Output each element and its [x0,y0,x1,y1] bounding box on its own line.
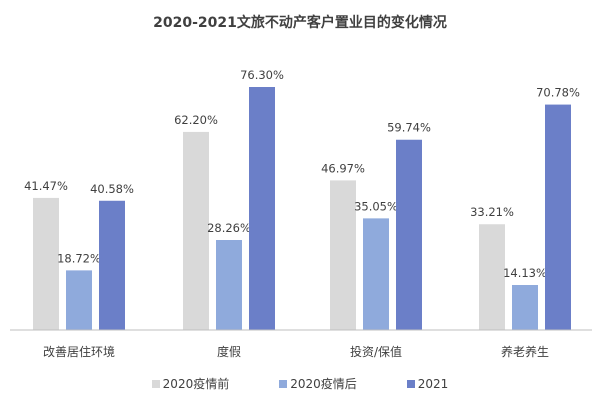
bar [66,270,92,330]
legend-item: 2020疫情前 [151,375,230,392]
bar [363,218,389,330]
data-label: 76.30% [240,68,284,82]
legend-item: 2021 [406,375,449,392]
data-label: 62.20% [174,113,218,127]
bar [33,197,59,330]
legend-item: 2020疫情后 [279,375,357,392]
bar [330,180,356,330]
data-label: 40.58% [90,182,134,196]
bar [396,139,422,330]
legend-swatch [406,379,415,388]
bar [183,131,209,330]
legend-label: 2020疫情后 [290,377,357,391]
bar-chart: 41.47% 18.72% 40.58% 改善居住环境 62.20% 28.26% 76.3… [10,68,592,359]
legend-swatch [279,379,288,388]
data-label: 41.47% [24,179,68,193]
data-label: 70.78% [536,86,580,100]
category-label: 投资/保值 [350,344,402,359]
data-label: 35.05% [354,199,398,213]
legend-label: 2021 [417,376,449,391]
bar [249,87,275,330]
legend-swatch [151,379,160,388]
data-label: 14.13% [503,266,547,280]
data-label: 28.26% [207,221,251,235]
legend-label: 2020疫情前 [162,377,230,391]
bar [216,239,242,330]
data-label: 46.97% [321,161,365,175]
data-label: 59.74% [387,121,431,135]
data-label: 18.72% [57,251,101,265]
bar [512,284,538,330]
category-label: 养老养生 [501,344,549,359]
bar [479,224,505,330]
category-label: 度假 [217,344,241,359]
chart-title: 2020-2021文旅不动产客户置业目的变化情况 [153,15,447,31]
category-label: 改善居住环境 [43,344,115,359]
bar [99,200,125,330]
legend: 2020疫情前 2020疫情后 2021 [0,375,600,392]
data-label: 33.21% [470,205,514,219]
bar [545,104,571,330]
